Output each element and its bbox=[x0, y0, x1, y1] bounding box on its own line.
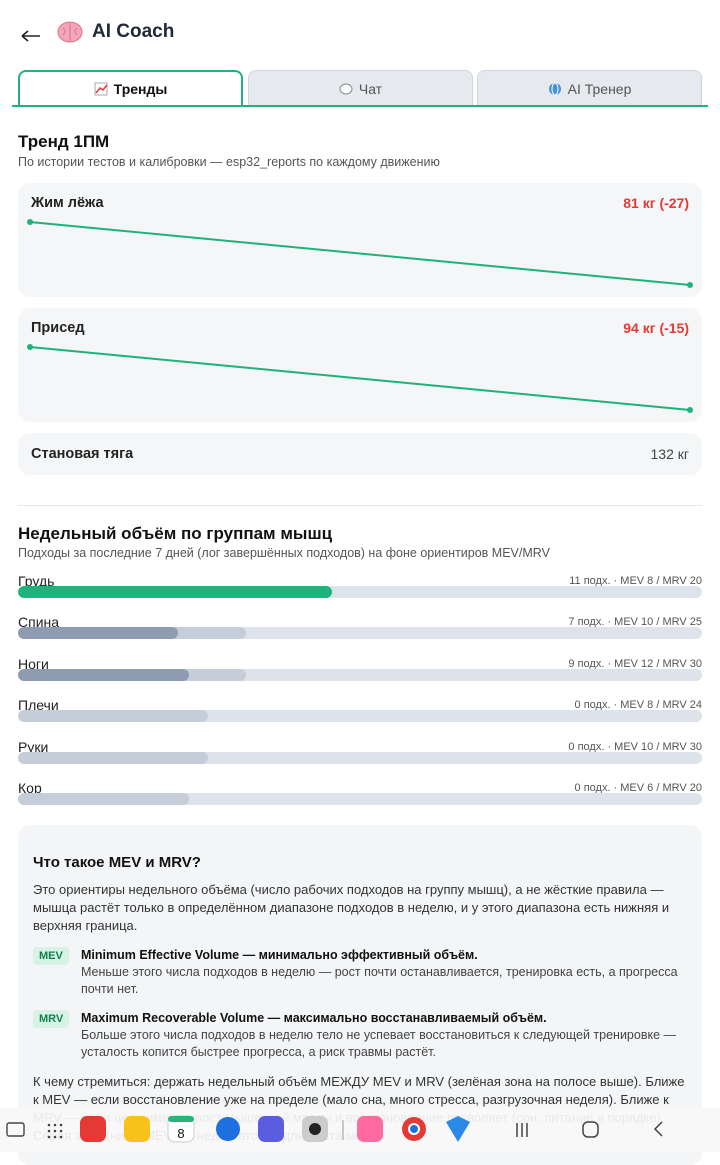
sets-bar bbox=[18, 668, 189, 681]
trend-chart bbox=[27, 344, 693, 413]
muscle-label: 0 подх. · MEV 8 / MRV 24 bbox=[574, 699, 702, 712]
back-button[interactable] bbox=[20, 26, 42, 46]
lift-name: Присед bbox=[31, 320, 85, 336]
muscle-row: Кор 0 подх. · MEV 6 / MRV 20 bbox=[18, 780, 702, 820]
lift-name: Становая тяга bbox=[31, 446, 134, 462]
trend-line bbox=[29, 346, 691, 411]
mev-zone bbox=[18, 793, 189, 805]
lift-value: 94 кг (-15) bbox=[623, 320, 689, 336]
lift-card: Жим лёжа 81 кг (-27) bbox=[18, 183, 702, 297]
app-title: AI Coach bbox=[92, 21, 175, 42]
tab-icon bbox=[94, 82, 108, 96]
tab-icon bbox=[548, 82, 561, 95]
brain-icon bbox=[57, 21, 83, 43]
volume-track bbox=[18, 668, 702, 681]
trend-point bbox=[27, 344, 33, 350]
lift-card: Становая тяга 132 кг bbox=[18, 433, 702, 475]
muscle-row: Руки 0 подх. · MEV 10 / MRV 30 bbox=[18, 739, 702, 779]
info-intro: Это ориентиры недельного объёма (число р… bbox=[33, 882, 670, 933]
muscle-label: 7 подх. · MEV 10 / MRV 25 bbox=[568, 616, 702, 629]
tab-label: Чат bbox=[358, 80, 383, 97]
muscle-row: Плечи 0 подх. · MEV 8 / MRV 24 bbox=[18, 697, 702, 737]
lift-value: 132 кг bbox=[650, 446, 689, 462]
muscle-name: Ноги bbox=[18, 655, 49, 672]
volume-track bbox=[18, 627, 702, 640]
sets-bar bbox=[18, 627, 178, 640]
muscle-name: Спина bbox=[18, 614, 60, 631]
mev-zone bbox=[18, 751, 208, 764]
muscle-label: 0 подх. · MEV 6 / MRV 20 bbox=[574, 782, 702, 794]
divider bbox=[18, 505, 702, 506]
sets-bar bbox=[18, 586, 332, 598]
muscle-row: Грудь 11 подх. · MEV 8 / MRV 20 bbox=[18, 573, 702, 613]
trend-point bbox=[687, 282, 693, 288]
muscle-row: Ноги 9 подх. · MEV 12 / MRV 30 bbox=[18, 656, 702, 696]
icon bbox=[551, 82, 559, 95]
section-title: Недельный объём по группам мышц bbox=[18, 524, 333, 543]
system-nav-bar: 8 bbox=[0, 1108, 720, 1152]
lift-card: Присед 94 кг (-15) bbox=[18, 308, 702, 422]
term-desc: Больше этого числа подходов в неделю тел… bbox=[81, 1028, 677, 1059]
term-badge: MEV bbox=[33, 947, 69, 965]
muscle-label: 11 подх. · MEV 8 / MRV 20 bbox=[569, 575, 702, 587]
term-title: Maximum Recoverable Volume — максимально… bbox=[81, 1011, 547, 1025]
term-desc: Меньше этого числа подходов в неделю — р… bbox=[81, 965, 678, 996]
muscle-name: Плечи bbox=[18, 697, 59, 714]
section-subtitle: Подходы за последние 7 дней (лог завершё… bbox=[18, 546, 550, 560]
lift-value: 81 кг (-27) bbox=[623, 195, 689, 211]
tab-icon bbox=[339, 83, 353, 94]
trend-line bbox=[29, 221, 691, 286]
section-title: Тренд 1ПМ bbox=[18, 132, 110, 151]
muscle-name: Руки bbox=[18, 738, 49, 755]
section-subtitle: По истории тестов и калибровки — esp32_r… bbox=[18, 155, 440, 169]
info-title: Что такое MEV и MRV? bbox=[33, 854, 201, 871]
term: MRV Maximum Recoverable Volume — максимал… bbox=[33, 1010, 687, 1061]
muscle-row: Спина 7 подх. · MEV 10 / MRV 25 bbox=[18, 614, 702, 654]
muscle-name: Кор bbox=[18, 780, 42, 796]
volume-track bbox=[18, 751, 702, 764]
tab-label: AI Тренер bbox=[567, 80, 632, 97]
muscle-name: Грудь bbox=[18, 573, 55, 589]
lift-name: Жим лёжа bbox=[31, 195, 104, 211]
term: MEV Minimum Effective Volume — минимально… bbox=[33, 947, 687, 998]
nav-icons bbox=[6, 1115, 663, 1143]
tab[interactable]: Тренды bbox=[18, 70, 243, 106]
tab[interactable]: Чат bbox=[248, 70, 473, 106]
calendar-day: 8 bbox=[177, 1126, 185, 1141]
volume-track bbox=[18, 586, 702, 598]
term-badge: MRV bbox=[33, 1010, 70, 1028]
trend-point bbox=[687, 407, 693, 413]
volume-track bbox=[18, 793, 702, 805]
term-title: Minimum Effective Volume — минимально эф… bbox=[81, 948, 478, 962]
trend-chart bbox=[27, 219, 693, 288]
muscle-label: 0 подх. · MEV 10 / MRV 30 bbox=[568, 740, 702, 753]
tab-label: Тренды bbox=[113, 81, 168, 97]
volume-track bbox=[18, 710, 702, 723]
trend-point bbox=[27, 219, 33, 225]
muscle-label: 9 подх. · MEV 12 / MRV 30 bbox=[568, 657, 702, 670]
tab-underline bbox=[12, 105, 708, 107]
mev-zone bbox=[18, 710, 208, 723]
icon bbox=[95, 84, 108, 94]
tab[interactable]: AI Тренер bbox=[477, 70, 702, 106]
icon bbox=[339, 83, 353, 94]
icon bbox=[548, 82, 561, 95]
